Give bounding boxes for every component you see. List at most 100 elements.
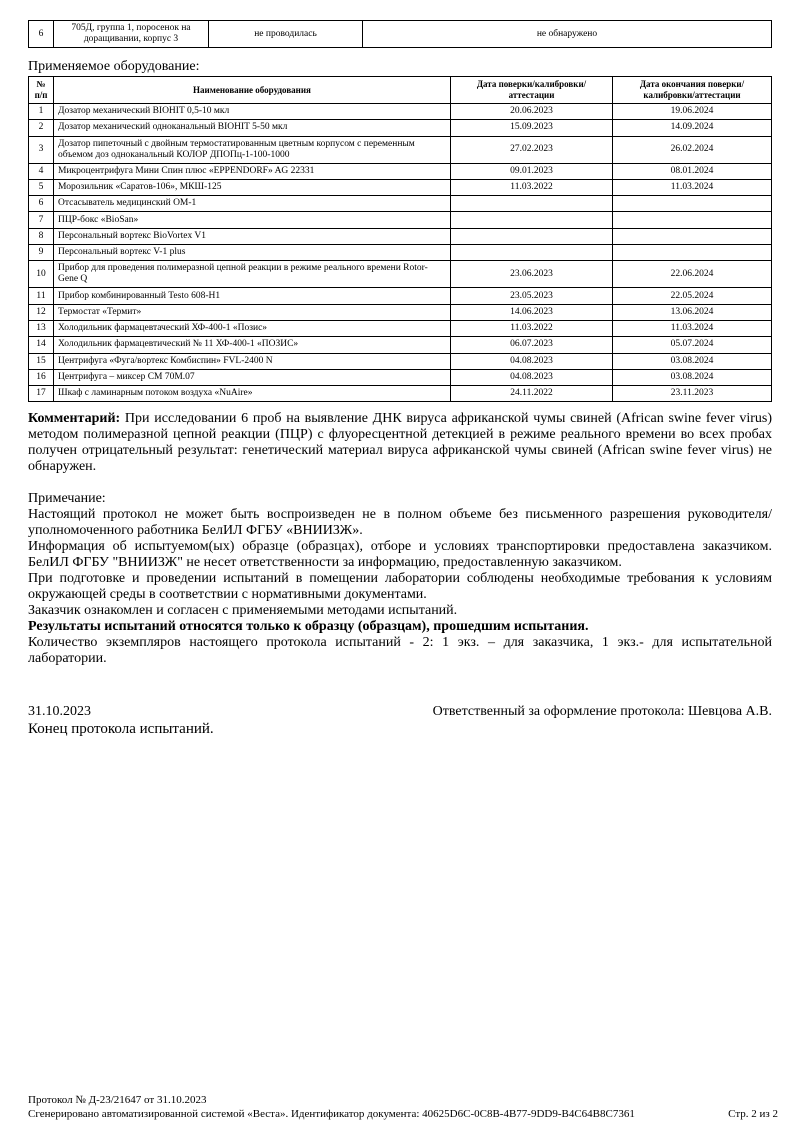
cell: 6 <box>28 195 54 213</box>
cell: 06.07.2023 <box>450 336 613 354</box>
cell: 23.11.2023 <box>612 385 772 403</box>
cell: 4 <box>28 162 54 180</box>
cell <box>612 195 772 213</box>
cell: 1 <box>28 102 54 121</box>
cell: 23.05.2023 <box>450 287 613 305</box>
footer-protocol: Протокол № Д-23/21647 от 31.10.2023 <box>28 1094 207 1106</box>
cell: ПЦР-бокс «BioSan» <box>53 211 451 229</box>
cell: 6 <box>28 20 54 48</box>
table-row: 8 Персональный вортекс BioVortex V1 <box>28 227 772 246</box>
cell: Морозильник «Саратов-106», МКШ-125 <box>53 178 451 197</box>
note-copies: Количество экземпляров настоящего проток… <box>28 635 772 666</box>
cell: 2 <box>28 119 54 137</box>
table-row: 6 Отсасыватель медицинский ОМ-1 <box>28 195 772 213</box>
note-title: Примечание: <box>28 491 106 506</box>
cell: не обнаружено <box>362 20 772 48</box>
cell: Дозатор механический BIOHIT 0,5-10 мкл <box>53 102 451 121</box>
cell: Отсасыватель медицинский ОМ-1 <box>53 195 451 213</box>
cell <box>450 244 613 262</box>
cell: 03.08.2024 <box>612 352 772 370</box>
table-row: 12 Термостат «Термит» 14.06.2023 13.06.2024 <box>28 303 772 321</box>
cell: Центрифуга – миксер СМ 70М.07 <box>53 368 451 387</box>
cell: 17 <box>28 385 54 403</box>
cell: 11.03.2022 <box>450 178 613 197</box>
note-line: Заказчик ознакомлен и согласен с применя… <box>28 603 458 618</box>
sample-table: 6 705Д, группа 1, поросенок на доращиван… <box>28 20 772 48</box>
table-row: 15 Центрифуга «Фуга/вортекс Комбиспин» FV… <box>28 352 772 370</box>
comment-label: Комментарий: <box>28 411 121 426</box>
cell <box>450 227 613 246</box>
table-row: 6 705Д, группа 1, поросенок на доращиван… <box>28 20 772 48</box>
note-line: При подготовке и проведении испытаний в … <box>28 571 772 602</box>
cell <box>612 227 772 246</box>
table-row: 3 Дозатор пипеточный с двойным термостати… <box>28 135 772 164</box>
cell: Персональный вортекс BioVortex V1 <box>53 227 451 246</box>
table-row: 2 Дозатор механический одноканальный BIOH… <box>28 119 772 137</box>
cell: 08.01.2024 <box>612 162 772 180</box>
cell: 10 <box>28 260 54 289</box>
cell: 12 <box>28 303 54 321</box>
table-row: 7 ПЦР-бокс «BioSan» <box>28 211 772 229</box>
cell: 03.08.2024 <box>612 368 772 387</box>
cell: Персональный вортекс V-1 plus <box>53 244 451 262</box>
cell: 09.01.2023 <box>450 162 613 180</box>
cell: 7 <box>28 211 54 229</box>
cell: Микроцентрифуга Мини Спин плюс «EPPENDOR… <box>53 162 451 180</box>
table-row: 1 Дозатор механический BIOHIT 0,5-10 мкл 2… <box>28 102 772 121</box>
cell: Холодильник фармацевтаческий ХФ-400-1 «П… <box>53 319 451 338</box>
table-row: 5 Морозильник «Саратов-106», МКШ-125 11.03… <box>28 178 772 197</box>
cell: 11 <box>28 287 54 305</box>
cell: 14.06.2023 <box>450 303 613 321</box>
end-of-protocol: Конец протокола испытаний. <box>28 721 214 737</box>
table-row: 9 Персональный вортекс V-1 plus <box>28 244 772 262</box>
table-row: 17 Шкаф с ламинарным потоком воздуха «NuA… <box>28 385 772 403</box>
cell: 19.06.2024 <box>612 102 772 121</box>
cell: 11.03.2022 <box>450 319 613 338</box>
equipment-title: Применяемое оборудование: <box>28 59 200 74</box>
table-row: 11 Прибор комбинированный Testo 608-H1 23.… <box>28 287 772 305</box>
table-row: 13 Холодильник фармацевтаческий ХФ-400-1 … <box>28 319 772 338</box>
footer-page: Стр. 2 из 2 <box>728 1108 778 1120</box>
cell: 04.08.2023 <box>450 368 613 387</box>
cell: Прибор для проведения полимеразной цепно… <box>53 260 451 289</box>
cell: 13 <box>28 319 54 338</box>
header-cell: № п/п <box>28 76 54 104</box>
note-line: Информация об испытуемом(ых) образце (об… <box>28 539 772 570</box>
table-row: 4 Микроцентрифуга Мини Спин плюс «EPPENDO… <box>28 162 772 180</box>
cell: 05.07.2024 <box>612 336 772 354</box>
cell: 15.09.2023 <box>450 119 613 137</box>
cell <box>612 244 772 262</box>
cell: Центрифуга «Фуга/вортекс Комбиспин» FVL-… <box>53 352 451 370</box>
comment-text: При исследовании 6 проб на выявление ДНК… <box>28 411 772 474</box>
footer-generated: Сгенерировано автоматизированной системо… <box>28 1108 635 1120</box>
cell: 11.03.2024 <box>612 178 772 197</box>
cell: 13.06.2024 <box>612 303 772 321</box>
cell: 705Д, группа 1, поросенок на доращивании… <box>53 20 209 48</box>
cell: 27.02.2023 <box>450 135 613 164</box>
cell: 26.02.2024 <box>612 135 772 164</box>
note-bold: Результаты испытаний относятся только к … <box>28 619 589 634</box>
signature-date: 31.10.2023 <box>28 704 91 719</box>
cell: Шкаф с ламинарным потоком воздуха «NuAir… <box>53 385 451 403</box>
cell: 15 <box>28 352 54 370</box>
cell: 04.08.2023 <box>450 352 613 370</box>
cell: 14.09.2024 <box>612 119 772 137</box>
equipment-table: № п/п Наименование оборудования Дата пов… <box>28 76 772 403</box>
cell: Прибор комбинированный Testo 608-H1 <box>53 287 451 305</box>
header-cell: Дата окончания поверки/калибровки/аттест… <box>612 76 772 104</box>
cell: 16 <box>28 368 54 387</box>
cell: 24.11.2022 <box>450 385 613 403</box>
signature-responsible: Ответственный за оформление протокола: Ш… <box>432 704 772 719</box>
table-row: 10 Прибор для проведения полимеразной цеп… <box>28 260 772 289</box>
cell: Дозатор механический одноканальный BIOHI… <box>53 119 451 137</box>
table-row: 14 Холодильник фармацевтический № 11 ХФ-4… <box>28 336 772 354</box>
cell: 20.06.2023 <box>450 102 613 121</box>
cell: 11.03.2024 <box>612 319 772 338</box>
cell: 23.06.2023 <box>450 260 613 289</box>
cell: 9 <box>28 244 54 262</box>
cell: 5 <box>28 178 54 197</box>
comment: Комментарий: При исследовании 6 проб на … <box>28 411 772 475</box>
header-cell: Дата поверки/калибровки/аттестации <box>450 76 613 104</box>
table-header: № п/п Наименование оборудования Дата пов… <box>28 76 772 104</box>
